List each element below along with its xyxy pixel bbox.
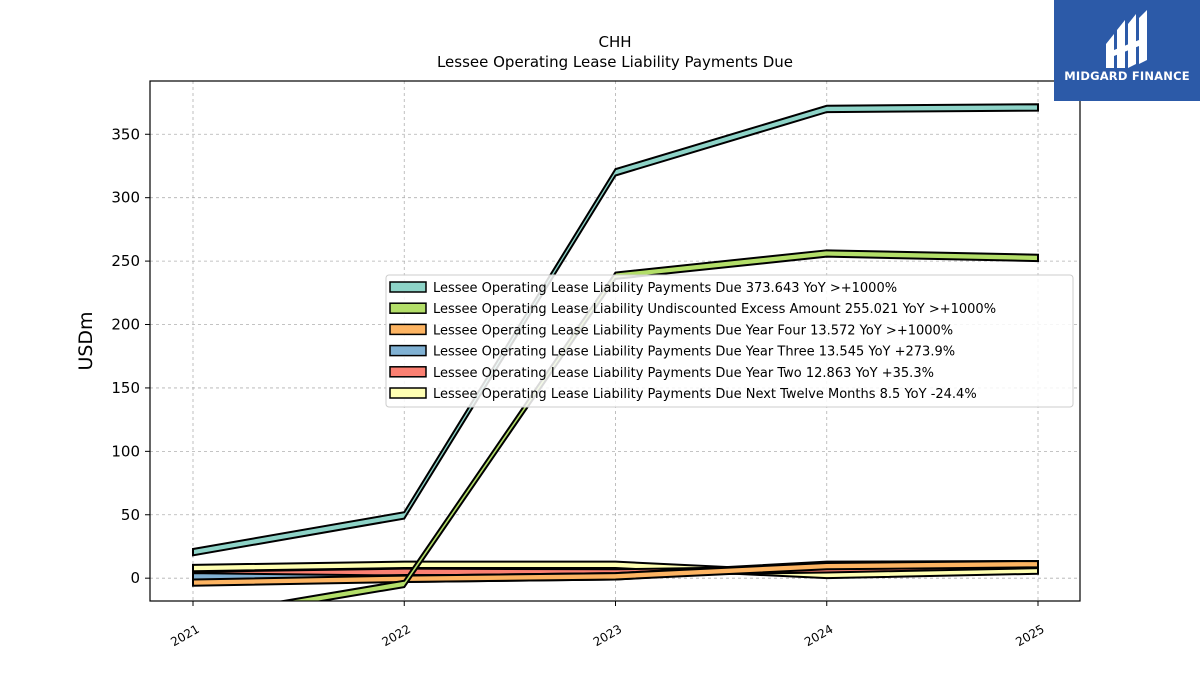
y-tick-label: 350: [111, 125, 140, 143]
y-tick-label: 300: [111, 189, 140, 207]
x-tick-label: 2025: [1013, 622, 1046, 649]
logo-mark-icon: [1106, 10, 1147, 68]
y-tick-label: 150: [111, 379, 140, 397]
y-tick-label: 200: [111, 316, 140, 334]
legend-swatch: [389, 344, 427, 357]
legend-label: Lessee Operating Lease Liability Payment…: [433, 387, 977, 402]
x-tick-label: 2023: [591, 622, 624, 649]
y-axis-label: USDm: [75, 311, 97, 370]
legend-swatch: [389, 281, 427, 293]
legend-label: Lessee Operating Lease Liability Payment…: [433, 366, 934, 381]
chart-subtitle: Lessee Operating Lease Liability Payment…: [437, 53, 793, 71]
axes: 0 50 100 150 200 250 300 350 2021 2022 2023 2024 202…: [111, 125, 1046, 649]
legend-swatch: [389, 387, 427, 399]
chart-title: CHH: [598, 33, 631, 51]
y-tick-label: 50: [121, 506, 140, 524]
legend: Lessee Operating Lease Liability Payment…: [385, 274, 1074, 408]
legend-swatch: [389, 302, 427, 314]
legend-label: Lessee Operating Lease Liability Payment…: [433, 281, 897, 296]
legend-swatch: [389, 323, 427, 336]
legend-swatch: [389, 366, 427, 378]
x-tick-label: 2022: [380, 622, 413, 649]
y-tick-label: 100: [111, 442, 140, 460]
legend-label: Lessee Operating Lease Liability Payment…: [433, 323, 953, 338]
legend-label: Lessee Operating Lease Liability Payment…: [433, 345, 955, 360]
legend-box: [385, 274, 1074, 408]
logo-text: MIDGARD FINANCE: [1064, 69, 1190, 83]
x-tick-label: 2021: [168, 622, 201, 649]
y-tick-label: 250: [111, 252, 140, 270]
x-tick-label: 2024: [802, 622, 835, 649]
midgard-finance-logo: MIDGARD FINANCE: [1054, 0, 1200, 101]
legend-label: Lessee Operating Lease Liability Undisco…: [433, 302, 996, 317]
y-tick-label: 0: [130, 569, 140, 587]
